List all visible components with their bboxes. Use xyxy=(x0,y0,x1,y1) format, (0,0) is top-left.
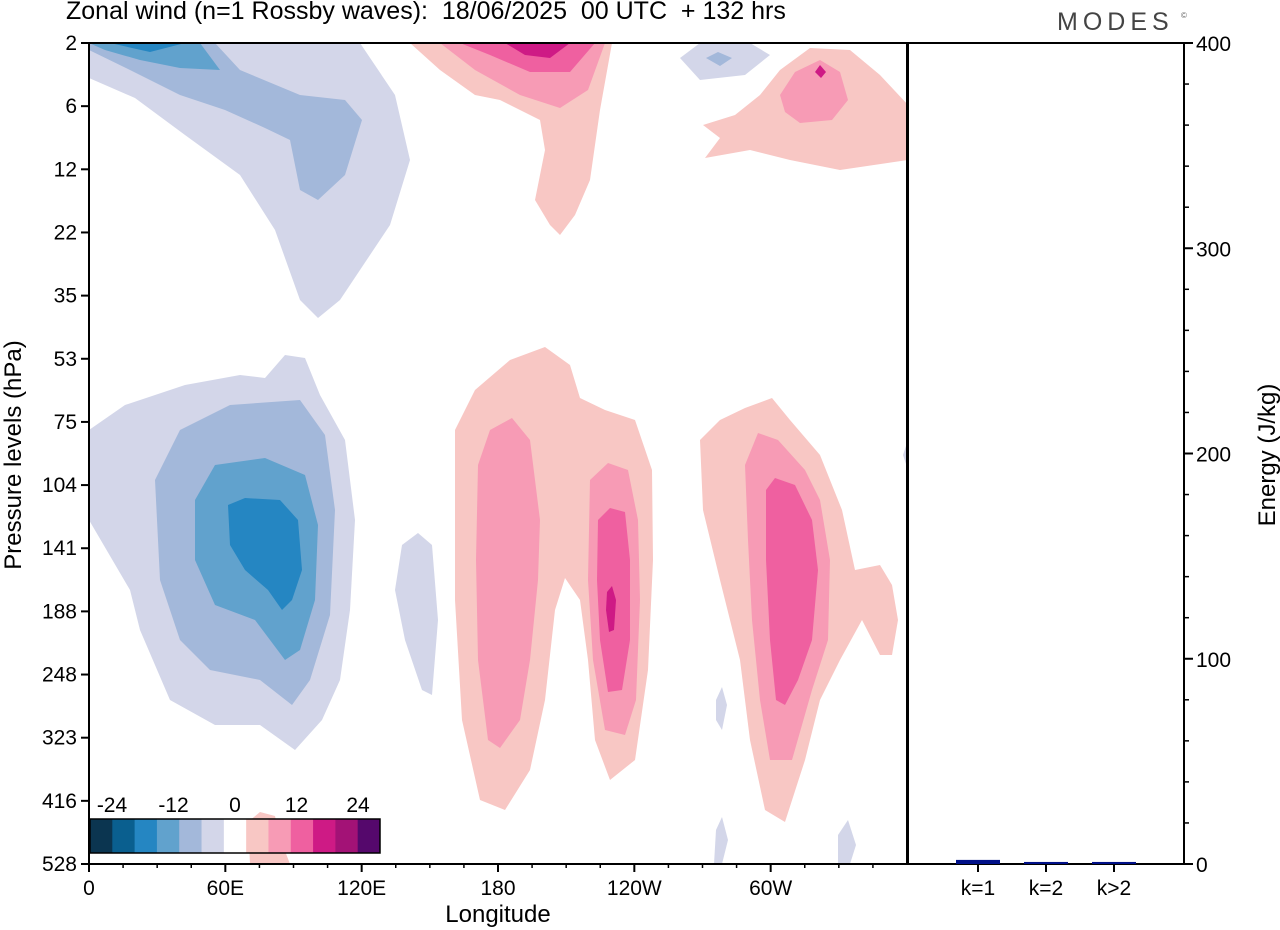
pressure-axis: 2 6 12 22 35 53 75 104 141 188 248 323 416 528 xyxy=(42,32,89,876)
colorbar-swatch xyxy=(156,819,180,853)
pressure-tick-label: 416 xyxy=(42,790,77,813)
colorbar-swatch xyxy=(335,819,359,853)
energy-axis-title: Energy (J/kg) xyxy=(1254,384,1280,527)
energy-category-label: k=2 xyxy=(1029,877,1063,900)
colorbar-swatch xyxy=(268,819,292,853)
contour-pos-upper-20 xyxy=(505,43,570,58)
x-axis-title: Longitude xyxy=(445,901,550,928)
pressure-tick-label: 75 xyxy=(54,411,77,434)
contour-neg-upper-8 xyxy=(89,43,362,200)
contour-pos-upper-right-16 xyxy=(815,65,826,78)
colorbar-swatch xyxy=(357,819,381,853)
pressure-tick-label: 12 xyxy=(54,158,77,181)
pressure-tick-label: 104 xyxy=(42,474,77,497)
copyright-mark: © xyxy=(1181,11,1187,20)
pressure-tick-label: 141 xyxy=(42,537,77,560)
contour-neg-small-topright-8 xyxy=(706,52,732,66)
energy-axis: 0 100 200 300 400 xyxy=(1184,33,1231,877)
pressure-tick-label: 22 xyxy=(54,221,77,244)
contour-pos-lower-8 xyxy=(476,418,540,748)
pressure-tick-label: 323 xyxy=(42,727,77,750)
longitude-tick-label: 60W xyxy=(749,877,792,900)
colorbar-swatch xyxy=(134,819,158,853)
energy-plot-frame xyxy=(907,42,1185,865)
contour-neg-sliver-2 xyxy=(714,817,728,864)
energy-category-label: k>2 xyxy=(1097,877,1131,900)
colorbar-label: 24 xyxy=(346,794,370,817)
colorbar-swatch xyxy=(112,819,136,853)
longitude-tick-label: 180 xyxy=(480,877,515,900)
colorbar-swatch xyxy=(201,819,225,853)
longitude-axis: 0 60E 120E 180 120W 60W xyxy=(83,864,874,900)
colorbar-swatch xyxy=(223,819,247,853)
contour-field xyxy=(89,43,907,864)
y-axis-title: Pressure levels (hPa) xyxy=(0,340,27,569)
colorbar-swatch xyxy=(290,819,314,853)
colorbar-label: -12 xyxy=(158,794,188,817)
energy-tick-label: 0 xyxy=(1196,854,1208,877)
energy-bar xyxy=(956,859,1000,864)
contour-pos-upper-12 xyxy=(460,43,595,72)
colorbar-swatch xyxy=(90,819,113,853)
contour-neg-upper-16 xyxy=(110,43,185,52)
longitude-tick-label: 0 xyxy=(83,877,95,900)
energy-bar xyxy=(1092,861,1136,864)
colorbar-swatch xyxy=(179,819,203,853)
colorbar-swatch xyxy=(313,819,336,853)
longitude-tick-label: 60E xyxy=(207,877,244,900)
contour-neg-sliver-3 xyxy=(838,820,856,864)
pressure-tick-label: 528 xyxy=(42,853,77,876)
pressure-tick-label: 188 xyxy=(42,600,77,623)
energy-bars: k=1 k=2 k>2 xyxy=(956,859,1136,900)
pressure-tick-label: 53 xyxy=(54,348,77,371)
colorbar: -24 -12 0 12 24 xyxy=(89,794,381,854)
colorbar-frame xyxy=(89,818,381,854)
energy-tick-label: 200 xyxy=(1196,444,1231,467)
colorbar-label: 0 xyxy=(229,794,241,817)
chart-title: Zonal wind (n=1 Rossby waves): 18/06/202… xyxy=(66,0,786,25)
pressure-tick-label: 35 xyxy=(54,285,77,308)
pressure-tick-label: 6 xyxy=(65,95,77,118)
contour-pos-upper-right-8 xyxy=(780,60,848,123)
colorbar-label: -24 xyxy=(97,794,128,817)
colorbar-label: 12 xyxy=(285,794,308,817)
pressure-tick-label: 2 xyxy=(65,32,77,55)
modes-logo: MODES xyxy=(1057,8,1174,36)
colorbar-swatch xyxy=(246,819,269,853)
energy-tick-label: 100 xyxy=(1196,649,1231,672)
contour-neg-lower-20 xyxy=(228,498,302,610)
energy-tick-label: 300 xyxy=(1196,238,1231,261)
contour-neg-sliver-1 xyxy=(716,687,727,730)
longitude-tick-label: 120E xyxy=(337,877,386,900)
longitude-tick-label: 120W xyxy=(607,877,662,900)
contour-pos-lower-right-16 xyxy=(766,478,818,705)
pressure-tick-label: 248 xyxy=(42,664,77,687)
contour-pos-lower-20 xyxy=(606,586,616,632)
energy-tick-label: 400 xyxy=(1196,33,1231,56)
energy-category-label: k=1 xyxy=(961,877,995,900)
contour-neg-upper-12 xyxy=(89,43,220,70)
contour-neg-thin-160e xyxy=(395,533,438,695)
energy-bar xyxy=(1024,861,1068,864)
